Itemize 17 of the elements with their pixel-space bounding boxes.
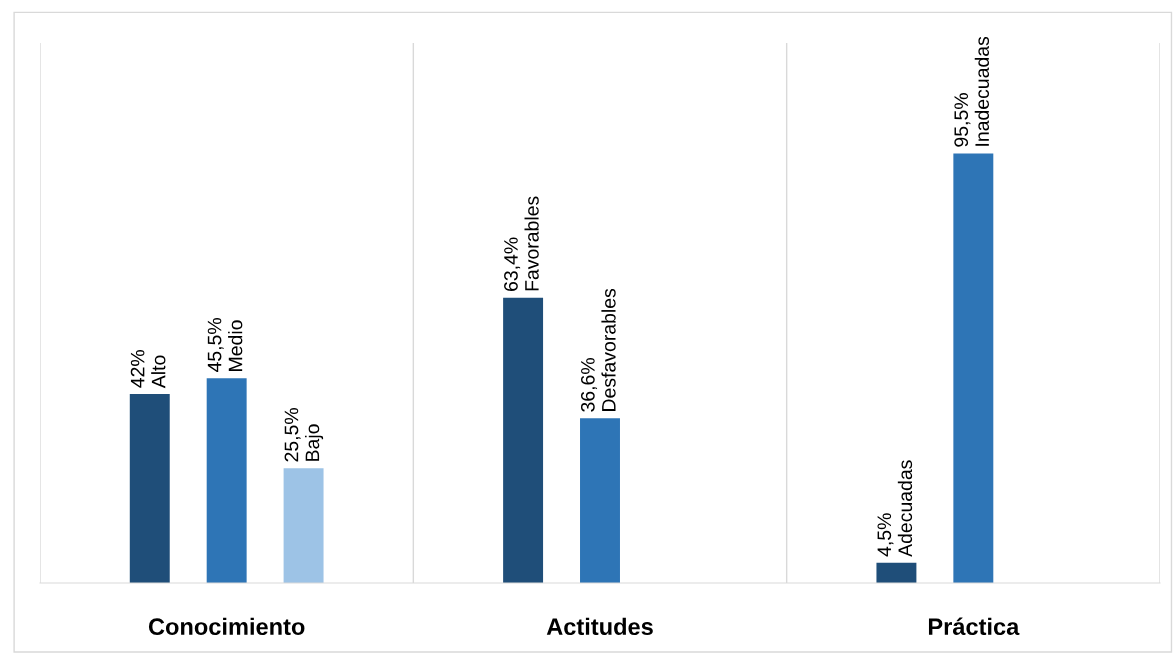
data-label: 95,5% Inadecuadas [954,36,990,147]
bar [580,418,620,583]
data-label: 36,6% Desfavorables [580,288,616,412]
bar [503,297,544,583]
data-label: 25,5% Bajo [284,408,324,462]
x-tick-label: Práctica [928,617,1020,636]
bar [283,468,324,583]
data-label: 42% Alto [130,349,166,389]
x-tick-label: Conocimiento [148,617,305,636]
bar [876,562,917,583]
bar [953,153,994,583]
bar [206,378,247,583]
data-label: 4,5% Adecuadas [877,460,913,557]
x-tick-label: Actitudes [546,617,653,636]
data-label: 45,5% Medio [207,318,243,373]
bar [129,394,170,583]
data-label: 63,4% Favorables [504,196,539,291]
